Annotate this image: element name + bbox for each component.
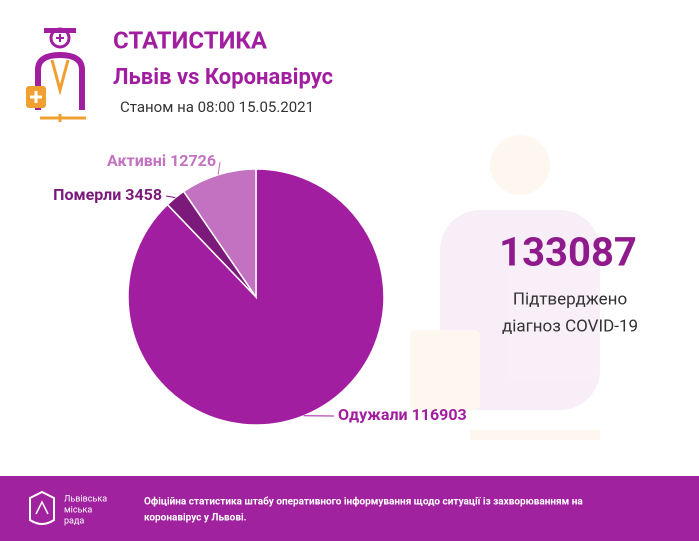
header-icon bbox=[26, 27, 86, 122]
slice-value: 3458 bbox=[125, 185, 162, 204]
caption: Підтверджено bbox=[513, 289, 627, 309]
footer-text: коронавірус у Львові. bbox=[144, 513, 247, 524]
leader-line bbox=[217, 161, 221, 175]
slice-label: Активні 12726 bbox=[107, 151, 216, 170]
subtitle: Львів vs Коронавірус bbox=[113, 65, 333, 90]
slice-label: Померли 3458 bbox=[53, 185, 162, 204]
title: СТАТИСТИКА bbox=[113, 26, 268, 54]
slice-value: 116903 bbox=[412, 405, 467, 424]
footer-text: Офіційна статистика штабу оперативного і… bbox=[144, 496, 583, 508]
slice-value: 12726 bbox=[170, 151, 216, 170]
slice-category: Активні bbox=[107, 151, 166, 170]
logo-text: Львівська bbox=[64, 494, 107, 504]
pie-slice bbox=[182, 168, 257, 300]
footer-logo bbox=[29, 490, 55, 525]
slice-category: Померли bbox=[53, 185, 121, 204]
watermark bbox=[410, 135, 600, 440]
pie-chart: Одужали 116903 Померли 3458 Активні 12726 bbox=[53, 151, 467, 426]
slice-category: Одужали bbox=[338, 405, 408, 424]
footer bbox=[0, 476, 699, 541]
logo-text: міська bbox=[64, 505, 92, 515]
leader-line bbox=[165, 195, 176, 199]
slice-label: Одужали 116903 bbox=[338, 405, 467, 424]
total: 133087 bbox=[499, 229, 637, 276]
date: Станом на 08:00 15.05.2021 bbox=[120, 98, 314, 116]
logo-text: рада bbox=[64, 516, 84, 526]
caption: діагноз COVID-19 bbox=[502, 316, 638, 336]
